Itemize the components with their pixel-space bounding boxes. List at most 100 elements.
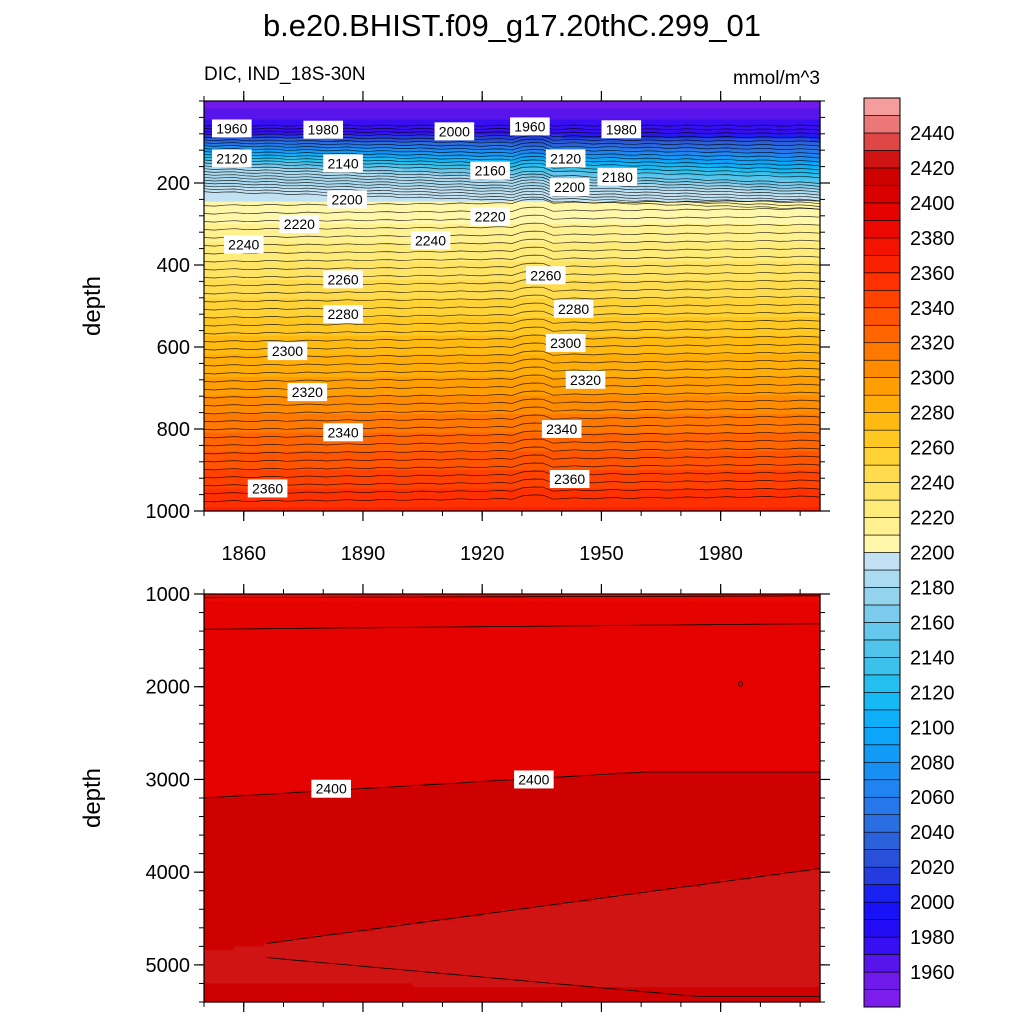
field-cell: [253, 279, 265, 285]
field-cell: [432, 343, 444, 348]
field-cell: [263, 130, 275, 136]
field-cell: [273, 265, 285, 270]
field-cell: [253, 287, 265, 292]
field-cell: [313, 473, 324, 479]
field-cell: [293, 436, 304, 441]
field-cell: [293, 194, 304, 199]
field-cell: [531, 328, 543, 333]
field-cell: [422, 283, 434, 288]
field-cell: [213, 358, 225, 363]
field-cell: [521, 320, 533, 326]
field-cell: [273, 231, 285, 236]
field-cell: [521, 302, 533, 307]
field-cell: [462, 380, 473, 385]
field-cell: [313, 201, 324, 206]
field-cell: [204, 350, 215, 356]
field-cell: [372, 324, 384, 329]
field-cell: [502, 399, 513, 404]
field-cell: [303, 332, 314, 337]
field-cell: [382, 108, 394, 113]
field-cell: [412, 302, 424, 307]
field-cell: [253, 399, 265, 404]
field-cell: [452, 343, 463, 348]
field-cell: [343, 406, 354, 411]
field-cell: [362, 168, 374, 173]
field-cell: [611, 115, 622, 121]
field-cell: [601, 298, 612, 303]
field-cell: [541, 455, 553, 460]
field-cell: [482, 317, 493, 322]
field-cell: [581, 365, 593, 370]
field-cell: [253, 388, 265, 393]
field-cell: [213, 361, 225, 367]
field-cell: [621, 309, 632, 315]
field-cell: [502, 447, 513, 452]
field-cell: [303, 462, 314, 467]
field-cell: [422, 347, 434, 352]
field-cell: [472, 294, 483, 300]
field-cell: [223, 194, 235, 199]
field-cell: [372, 402, 384, 408]
field-cell: [313, 257, 324, 262]
field-cell: [611, 365, 622, 370]
field-cell: [303, 380, 314, 385]
field-cell: [323, 451, 334, 456]
field-cell: [561, 205, 573, 210]
field-cell: [432, 488, 444, 493]
field-cell: [641, 212, 652, 218]
field-cell: [392, 309, 404, 315]
field-cell: [631, 347, 642, 352]
field-cell: [442, 298, 453, 303]
field-cell: [382, 436, 394, 441]
field-cell: [392, 298, 404, 303]
field-cell: [204, 473, 215, 479]
field-cell: [204, 365, 215, 370]
field-cell: [452, 451, 463, 456]
field-cell: [641, 149, 652, 154]
field-cell: [293, 119, 304, 124]
field-cell: [233, 294, 245, 300]
field-cell: [621, 395, 632, 400]
field-cell: [213, 272, 225, 277]
field-cell: [452, 458, 463, 464]
field-cell: [204, 171, 215, 177]
field-cell: [512, 332, 523, 337]
field-cell: [273, 451, 285, 456]
field-cell: [581, 253, 593, 259]
field-cell: [233, 451, 245, 456]
field-cell: [233, 171, 245, 177]
field-cell: [482, 108, 493, 113]
field-cell: [482, 458, 493, 464]
field-cell: [422, 145, 434, 151]
field-cell: [462, 201, 473, 206]
field-cell: [392, 302, 404, 307]
field-cell: [611, 477, 622, 482]
field-cell: [432, 276, 444, 281]
field-cell: [213, 496, 225, 501]
field-cell: [531, 466, 543, 471]
field-cell: [402, 171, 414, 177]
field-cell: [273, 268, 285, 274]
field-cell: [561, 283, 573, 288]
field-cell: [472, 197, 483, 203]
field-cell: [204, 112, 215, 117]
field-cell: [313, 291, 324, 296]
field-cell: [353, 417, 364, 423]
field-cell: [571, 112, 583, 117]
field-cell: [333, 104, 344, 110]
field-cell: [392, 496, 404, 501]
field-cell: [283, 369, 295, 374]
field-cell: [213, 287, 225, 292]
field-cell: [492, 235, 503, 240]
field-cell: [382, 119, 394, 124]
field-cell: [204, 406, 215, 411]
field-cell: [323, 175, 334, 180]
field-cell: [283, 209, 295, 214]
field-cell: [442, 186, 453, 192]
field-cell: [293, 272, 304, 277]
field-cell: [223, 294, 235, 300]
field-cell: [442, 227, 453, 233]
field-cell: [521, 429, 533, 434]
field-cell: [492, 369, 503, 374]
field-cell: [333, 414, 344, 419]
